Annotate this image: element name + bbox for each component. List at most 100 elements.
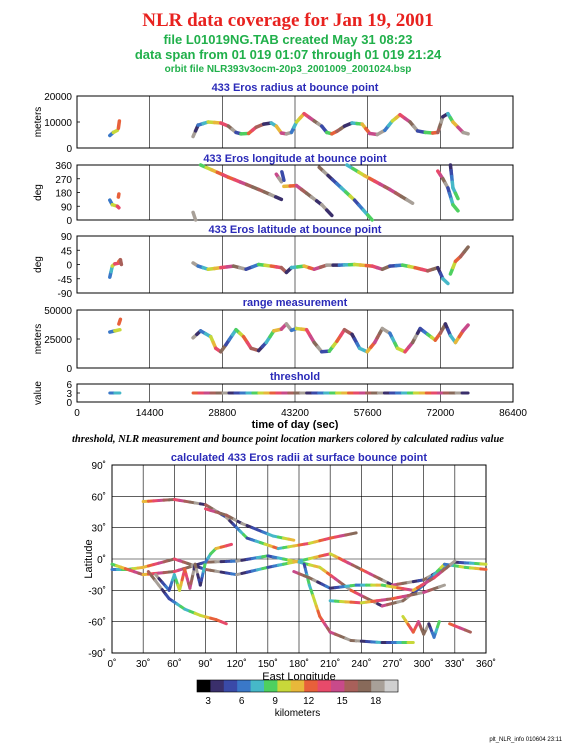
- colorbar-tick-label: 18: [370, 696, 382, 707]
- file-info-line: file L01019NG.TAB created May 31 08:23: [163, 32, 413, 47]
- y-axis-label: value: [33, 381, 44, 405]
- data-trace-segment: [405, 198, 415, 205]
- colorbar-swatch: [384, 680, 399, 692]
- bounce-track-segment: [449, 559, 457, 566]
- data-trace-segment: [441, 277, 450, 286]
- y-tick-label: 0: [66, 216, 72, 227]
- footer-stamp: plt_NLR_info 010604 23:11: [489, 737, 562, 743]
- colorbar-tick-label: 12: [303, 696, 315, 707]
- bounce-track-segment: [287, 537, 296, 542]
- x-tick-label: 28800: [208, 408, 236, 419]
- longitude-tick-label: 120˚: [227, 658, 247, 670]
- data-trace-segment: [113, 327, 122, 333]
- latitude-tick-label: 60˚: [92, 491, 106, 503]
- latitude-tick-label: -30˚: [88, 585, 106, 597]
- y-tick-label: 90: [61, 232, 73, 243]
- bounce-track-segment: [219, 620, 228, 626]
- bounce-track-segment: [436, 620, 441, 629]
- colorbar-swatch: [264, 680, 278, 692]
- data-span-line: data span from 01 019 01:07 through 01 0…: [134, 47, 442, 62]
- data-trace-segment: [451, 202, 460, 213]
- bounce-track-segment: [479, 567, 488, 571]
- panel-title: 433 Eros longitude at bounce point: [203, 153, 387, 165]
- colorbar-tick-label: 9: [272, 696, 278, 707]
- data-trace-segment: [118, 258, 124, 267]
- colorbar-swatch: [317, 680, 332, 692]
- panel-title: 433 Eros radius at bounce point: [212, 82, 379, 94]
- colorbar-swatch: [331, 680, 345, 692]
- y-axis-label: deg: [33, 256, 44, 273]
- panel-title: threshold: [270, 371, 320, 383]
- data-trace-segment: [115, 204, 121, 210]
- longitude-tick-label: 180˚: [289, 658, 309, 670]
- data-trace-segment: [116, 192, 121, 199]
- y-axis-label: Latitude: [83, 539, 95, 578]
- colorbar-tick-label: 3: [205, 696, 211, 707]
- y-tick-label: -45: [58, 275, 73, 286]
- latitude-tick-label: -90˚: [88, 648, 106, 660]
- longitude-tick-label: 30˚: [136, 658, 150, 670]
- y-tick-label: 45: [61, 246, 73, 257]
- colorbar-frame: [196, 679, 399, 693]
- y-tick-label: 360: [55, 161, 72, 172]
- data-trace-segment: [117, 317, 123, 326]
- colorbar-swatch: [210, 680, 225, 692]
- colorbar-tick-label: 6: [239, 696, 245, 707]
- colorbar-swatch: [371, 680, 385, 692]
- y-tick-label: 0: [66, 144, 72, 155]
- longitude-tick-label: 90˚: [198, 658, 212, 670]
- data-trace-segment: [461, 323, 470, 333]
- chart-title: NLR data coverage for Jan 19, 2001: [142, 10, 434, 31]
- longitude-tick-label: 210˚: [320, 658, 340, 670]
- orbit-file-line: orbit file NLR393v3ocm-20p3_2001009_2001…: [164, 64, 412, 75]
- longitude-tick-label: 360˚: [476, 658, 496, 670]
- x-tick-label: 86400: [499, 408, 527, 419]
- data-trace-segment: [277, 176, 284, 184]
- data-trace-segment: [116, 119, 122, 130]
- longitude-tick-label: 60˚: [167, 658, 181, 670]
- panel-title: 433 Eros latitude at bounce point: [209, 224, 382, 236]
- longitude-tick-label: 300˚: [414, 658, 434, 670]
- x-tick-label: 43200: [281, 408, 309, 419]
- bounce-track-segment: [224, 542, 233, 548]
- data-trace-segment: [462, 245, 470, 254]
- y-tick-label: 180: [55, 189, 72, 200]
- data-trace-segment: [280, 170, 286, 183]
- bounce-track-segment: [463, 628, 472, 634]
- colorbar-swatch: [290, 680, 305, 692]
- y-tick-label: 25000: [44, 335, 72, 346]
- y-tick-label: -90: [58, 289, 73, 300]
- data-trace-segment: [273, 195, 284, 202]
- colorbar-label: kilometers: [275, 708, 321, 719]
- data-trace-segment: [191, 210, 198, 222]
- x-tick-label: 57600: [354, 408, 382, 419]
- x-tick-label: 0: [74, 408, 80, 419]
- data-trace-segment: [325, 208, 334, 218]
- longitude-tick-label: 330˚: [445, 658, 465, 670]
- y-tick-label: 0: [66, 398, 72, 409]
- data-trace-segment: [366, 213, 374, 222]
- y-axis-label: deg: [33, 184, 44, 201]
- colorbar-swatch: [223, 680, 238, 692]
- y-tick-label: 90: [61, 202, 73, 213]
- longitude-tick-label: 150˚: [258, 658, 278, 670]
- data-trace-segment: [461, 130, 470, 136]
- y-axis-label: meters: [33, 324, 44, 355]
- longitude-tick-label: 240˚: [351, 658, 371, 670]
- figure-caption: threshold, NLR measurement and bounce po…: [72, 434, 504, 445]
- y-axis-label: meters: [33, 107, 44, 138]
- colorbar-swatch: [357, 680, 372, 692]
- longitude-tick-label: 270˚: [382, 658, 402, 670]
- data-trace-segment: [453, 191, 460, 201]
- y-tick-label: 50000: [44, 306, 72, 317]
- bounce-point-map: calculated 433 Eros radii at surface bou…: [83, 452, 496, 719]
- data-trace-segment: [111, 128, 120, 135]
- latitude-tick-label: -60˚: [88, 617, 106, 629]
- panel-title: range measurement: [243, 297, 348, 309]
- x-axis-label: time of day (sec): [252, 419, 339, 430]
- colorbar-swatch: [277, 680, 292, 692]
- latitude-tick-label: 30˚: [92, 523, 106, 535]
- bounce-track-segment: [437, 583, 446, 589]
- map-title: calculated 433 Eros radii at surface bou…: [171, 452, 427, 464]
- colorbar-swatch: [197, 680, 211, 692]
